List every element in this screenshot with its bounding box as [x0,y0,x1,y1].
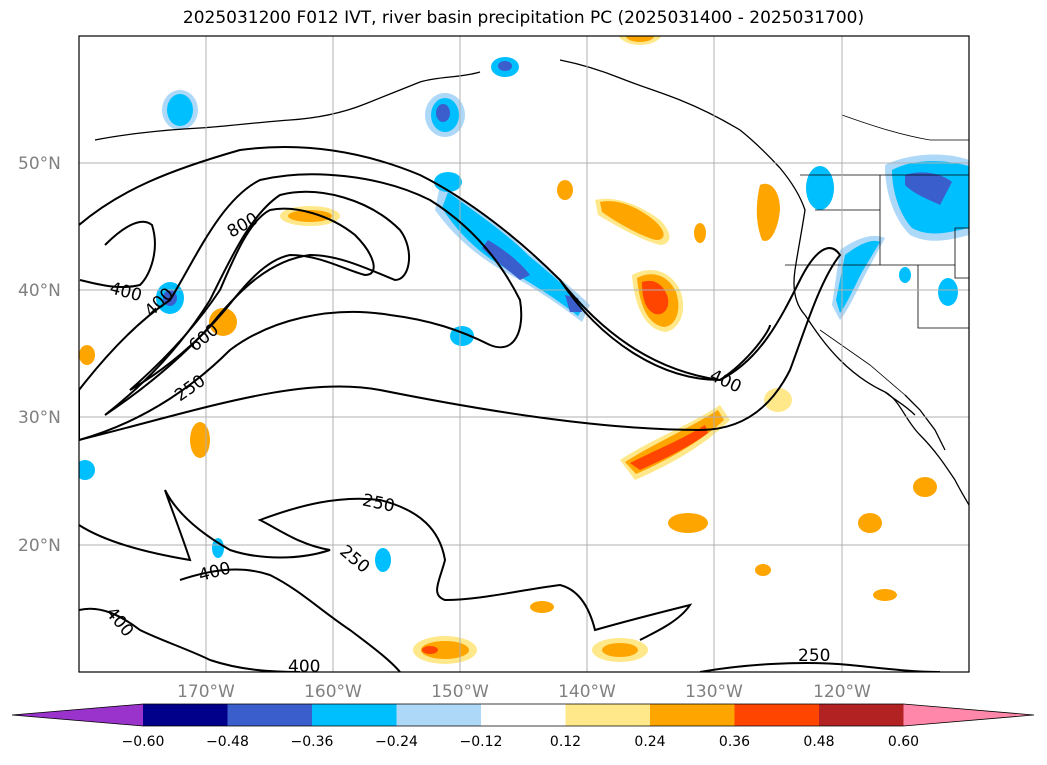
map-title: 2025031200 F012 IVT, river basin precipi… [182,8,865,28]
lon-label-150w: 150°W [431,682,489,702]
colorbar-outline [11,703,1035,727]
colorbar-segment [396,704,482,726]
colorbar-tick-label: 0.48 [803,734,834,750]
lon-label-120w: 120°W [813,682,871,702]
lon-label-130w: 130°W [685,682,743,702]
lon-label-140w: 140°W [558,682,616,702]
colorbar-tick-label: −0.24 [375,734,418,750]
colorbar-segment [819,704,904,726]
lat-label-50n: 50°N [18,154,61,174]
colorbar [11,703,1035,727]
ivt-label-400f: 400 [288,657,320,677]
lat-label-20n: 20°N [18,536,61,556]
lat-label-30n: 30°N [18,408,61,428]
colorbar-segment [227,704,313,726]
colorbar-segment [734,704,820,726]
precip-shading [79,36,969,664]
colorbar-tick-label: 0.12 [550,734,581,750]
borders [785,36,969,396]
colorbar-tick-label: 0.24 [634,734,665,750]
colorbar-tick-label: 0.60 [888,734,919,750]
colorbar-extend-high [903,704,1034,726]
colorbar-segment [143,704,228,726]
colorbar-segment [565,704,651,726]
ivt-label-250d: 250 [798,646,830,666]
colorbar-segment [481,704,566,726]
gridlines [79,36,969,672]
map-panel: 800 400 400 600 250 400 250 250 400 400 … [79,36,969,677]
colorbar-labels: −0.60 −0.48 −0.36 −0.24 −0.12 0.12 0.24 0.36 0.4… [122,734,920,750]
colorbar-tick-label: 0.36 [719,734,750,750]
lon-label-160w: 160°W [304,682,362,702]
colorbar-tick-label: −0.60 [122,734,165,750]
lon-labels: 170°W 160°W 150°W 140°W 130°W 120°W [177,682,871,702]
colorbar-tick-label: −0.12 [460,734,503,750]
lon-label-170w: 170°W [177,682,235,702]
map-frame [78,35,970,673]
lat-label-40n: 40°N [18,281,61,301]
coastlines [94,59,969,506]
ivt-contours [79,146,941,672]
colorbar-extend-low [12,704,143,726]
colorbar-segment [312,704,397,726]
colorbar-segment [650,704,735,726]
lat-labels: 50°N 40°N 30°N 20°N [18,154,61,556]
colorbar-tick-label: −0.48 [206,734,249,750]
colorbar-tick-label: −0.36 [291,734,334,750]
